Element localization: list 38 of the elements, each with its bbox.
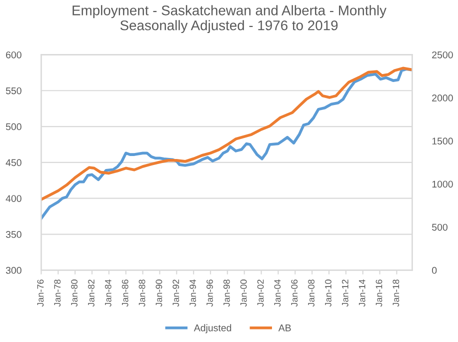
y-tick-label: 450 [6,159,22,166]
y-tick-label: 500 [6,123,22,130]
x-tick-label: Jan-76 [37,280,44,307]
y-tick-label: 550 [6,87,22,94]
y-tick-label: 300 [6,266,22,274]
x-tick-label: Jan-96 [206,280,213,307]
y-tick-label: 350 [6,231,22,238]
x-tick-label: Jan-82 [88,280,94,307]
x-tick-label: Jan-94 [190,279,196,307]
x-tick-label: Jan-88 [138,280,146,307]
x-tick-label: Jan-80 [71,280,78,307]
x-tick-label: Jan-08 [308,280,314,307]
x-tick-label: Jan-18 [392,280,400,307]
x-tick-label: Jan-14 [358,279,366,307]
x-tick-label: Jan-98 [223,280,230,307]
x-tick-label: Jan-12 [342,280,348,307]
x-tick-label: Jan-04 [274,279,281,307]
y2-tick-label: 500 [432,224,448,231]
x-tick-label: Jan-00 [240,280,247,307]
x-tick-label: Jan-86 [122,280,128,307]
y2-tick-label: 1500 [432,138,453,145]
x-tick-label: Jan-06 [291,280,298,307]
x-tick-label: Jan-02 [257,280,264,307]
y-tick-label: 600 [6,51,22,58]
legend-label: Adjusted [194,324,232,334]
x-tick-label: Jan-92 [172,280,180,307]
legend-label: AB [278,324,291,332]
y2-tick-label: 2000 [432,94,453,102]
x-tick-label: Jan-78 [54,280,61,307]
y2-tick-label: 0 [432,266,437,274]
x-tick-label: Jan-16 [376,280,382,307]
x-tick-label: Jan-84 [104,279,112,307]
y-tick-label: 400 [6,195,22,202]
x-tick-label: Jan-10 [325,280,332,307]
y2-tick-label: 1000 [432,180,453,188]
y2-tick-label: 2500 [432,51,453,58]
chart-title: Employment - Saskatchewan and Alberta - Monthly Seasonally Adjusted - 1976 to 2019 [72,5,386,34]
x-tick-label: Jan-90 [156,280,162,307]
